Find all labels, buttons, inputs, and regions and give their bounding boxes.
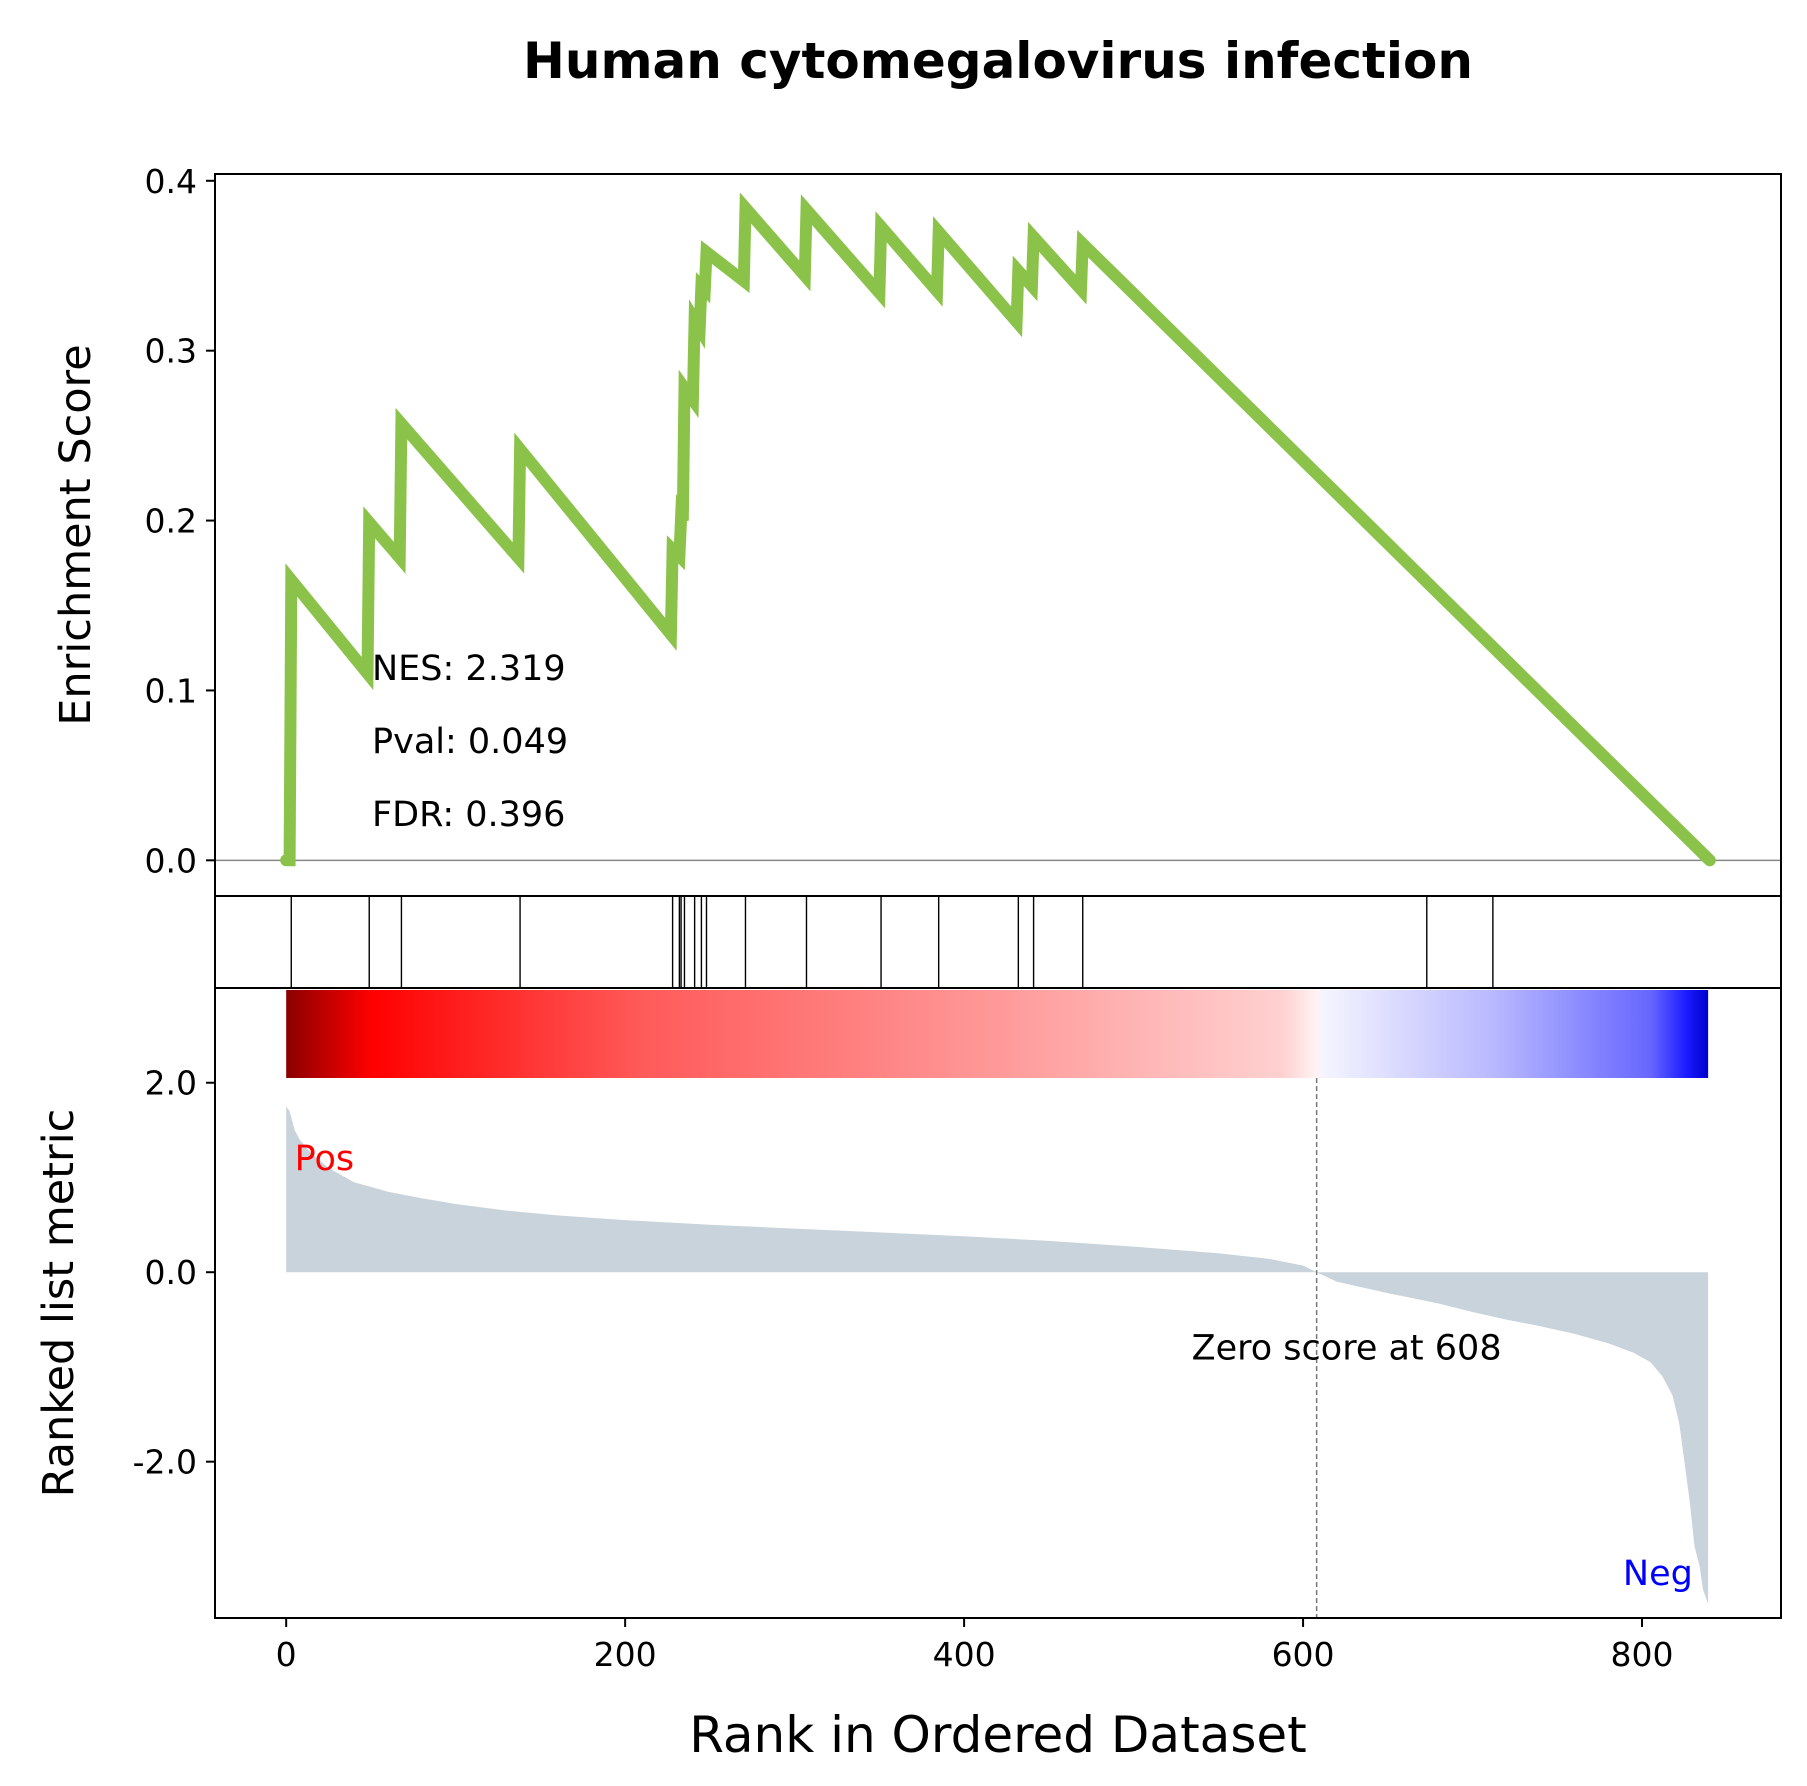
rank-colorbar	[286, 990, 1709, 1078]
xtick-label: 800	[1611, 1635, 1674, 1674]
metric-panel: Zero score at 608 Pos Neg 2.0 0.0 -2.0 Ran…	[34, 987, 1782, 1619]
metric-frame	[214, 987, 1782, 1619]
es-ytick-label: 0.0	[145, 841, 197, 880]
es-panel: 0.0 0.1 0.2 0.3 0.4 Enrichment Score NES: 2.…	[51, 162, 1782, 897]
xtick-label: 400	[933, 1635, 996, 1674]
es-ylabel: Enrichment Score	[51, 344, 101, 726]
metric-ytick-label: -2.0	[133, 1443, 197, 1482]
hits-panel	[214, 895, 1782, 989]
chart-title: Human cytomegalovirus infection	[523, 32, 1473, 90]
metric-ytick-label: 2.0	[145, 1064, 197, 1103]
hits-frame	[214, 895, 1782, 989]
metric-ytick-label: 0.0	[145, 1253, 197, 1292]
xtick-label: 200	[594, 1635, 657, 1674]
es-ytick-label: 0.2	[145, 502, 197, 541]
metric-ylabel: Ranked list metric	[34, 1109, 84, 1498]
stat-annotation: Pval: 0.049	[372, 722, 568, 762]
stat-annotation: FDR: 0.396	[372, 795, 565, 835]
es-ytick-label: 0.4	[145, 162, 197, 201]
stat-annotation: NES: 2.319	[372, 649, 566, 689]
metric-area	[286, 1106, 1709, 1604]
xtick-label: 0	[276, 1635, 297, 1674]
es-series-line	[280, 192, 1716, 867]
x-axis: 0 200 400 600 800	[276, 1618, 1674, 1674]
es-ytick-label: 0.1	[145, 671, 197, 710]
es-frame	[214, 173, 1782, 897]
neg-label: Neg	[1623, 1554, 1693, 1594]
zero-score-label: Zero score at 608	[1192, 1328, 1502, 1368]
xtick-label: 600	[1272, 1635, 1335, 1674]
x-axis-label: Rank in Ordered Dataset	[689, 1706, 1306, 1764]
pos-label: Pos	[295, 1139, 355, 1179]
es-ytick-label: 0.3	[145, 332, 197, 371]
